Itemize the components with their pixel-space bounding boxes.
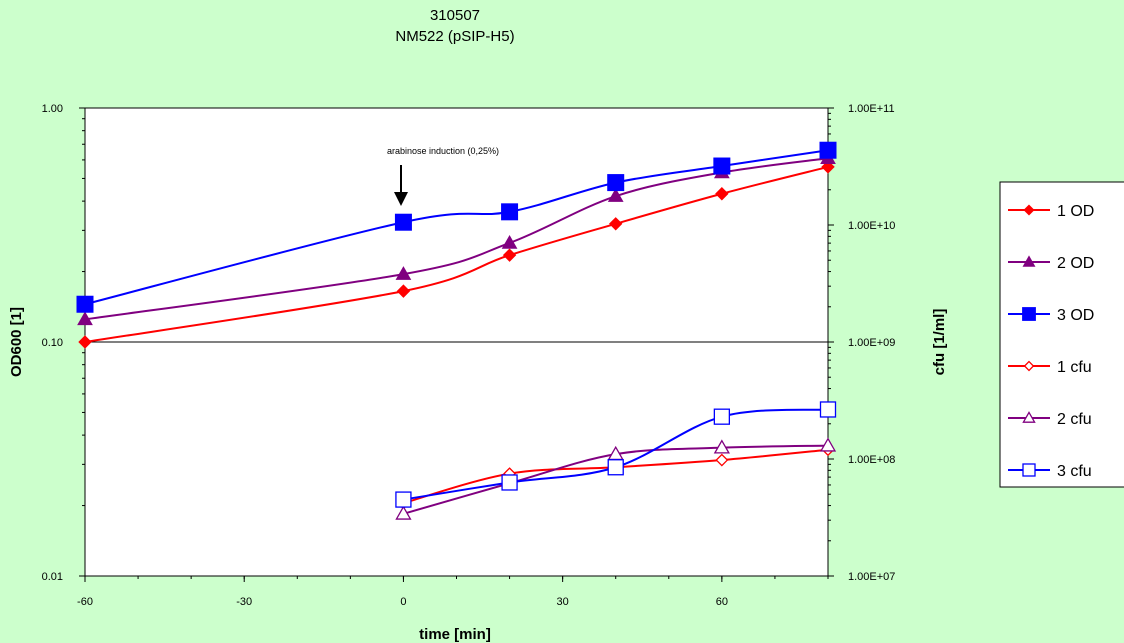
induction-annotation: arabinose induction (0,25%) xyxy=(387,146,499,206)
data-point-3-od xyxy=(501,203,519,221)
legend-label-1-cfu: 1 cfu xyxy=(1057,359,1092,376)
data-point-1-od xyxy=(396,284,411,298)
legend-marker-2-od xyxy=(1022,255,1036,267)
data-point-3-cfu xyxy=(819,401,837,418)
data-point-2-cfu xyxy=(819,437,837,452)
data-point-1-od xyxy=(609,217,623,231)
data-point-3-cfu xyxy=(395,491,412,508)
data-point-3-od xyxy=(394,213,412,231)
y-axis-left-label: OD600 [1] xyxy=(8,307,25,377)
legend-label-2-od: 2 OD xyxy=(1057,255,1094,272)
annotation-arrow-head xyxy=(394,192,408,206)
data-point-2-od xyxy=(607,188,624,202)
data-point-3-od xyxy=(819,141,837,159)
legend-box xyxy=(999,181,1124,488)
x-tick-label: 30 xyxy=(557,596,569,608)
y-right-tick-label: 1.00E+08 xyxy=(848,454,895,466)
data-point-1-od xyxy=(78,335,92,349)
y-left-tick-label: 1.00 xyxy=(42,103,63,115)
y-axis-right-label: cfu [1/ml] xyxy=(931,309,948,376)
data-point-2-od xyxy=(77,311,93,326)
legend-label-1-od: 1 OD xyxy=(1057,203,1094,220)
x-tick-label: -60 xyxy=(77,596,93,608)
data-point-3-od xyxy=(713,157,731,175)
data-point-1-od xyxy=(502,248,517,262)
data-point-2-cfu xyxy=(713,439,730,454)
data-point-3-cfu xyxy=(501,474,518,491)
legend-label-3-cfu: 3 cfu xyxy=(1057,463,1092,480)
y-right-tick-label: 1.00E+10 xyxy=(848,220,895,232)
data-point-3-cfu xyxy=(713,408,731,425)
data-point-3-od xyxy=(76,295,94,313)
y-right-tick-label: 1.00E+11 xyxy=(848,103,895,115)
chart-title-line-2: NM522 (pSIP-H5) xyxy=(395,28,514,45)
y-right-tick-label: 1.00E+07 xyxy=(848,571,895,583)
legend-label-2-cfu: 2 cfu xyxy=(1057,411,1092,428)
data-point-3-od xyxy=(607,174,625,192)
y-left-tick-label: 0.10 xyxy=(42,337,63,349)
chart-title-line-1: 310507 xyxy=(430,7,480,24)
y-left-tick-label: 0.01 xyxy=(42,571,63,583)
legend: 1 OD 2 OD 3 OD 1 cfu 2 cfu 3 cfu xyxy=(999,181,1124,488)
data-point-2-cfu xyxy=(395,505,412,520)
x-tick-label: 0 xyxy=(400,596,406,608)
data-point-2-od xyxy=(395,266,412,280)
legend-marker-3-cfu xyxy=(1022,463,1036,477)
legend-marker-2-cfu xyxy=(1022,411,1036,423)
legend-marker-1-od xyxy=(1023,204,1035,216)
legend-marker-1-cfu xyxy=(1023,360,1035,372)
annotation-text: arabinose induction (0,25%) xyxy=(387,146,499,156)
y-right-tick-label: 1.00E+09 xyxy=(848,337,895,349)
x-tick-label: 60 xyxy=(716,596,728,608)
x-tick-label: -30 xyxy=(236,596,252,608)
data-point-1-cfu xyxy=(715,453,729,467)
data-point-3-cfu xyxy=(607,459,624,476)
data-point-1-od xyxy=(715,187,729,201)
x-axis-label: time [min] xyxy=(419,626,491,643)
legend-marker-3-od xyxy=(1022,307,1036,321)
legend-label-3-od: 3 OD xyxy=(1057,307,1094,324)
data-point-2-od xyxy=(501,234,518,249)
